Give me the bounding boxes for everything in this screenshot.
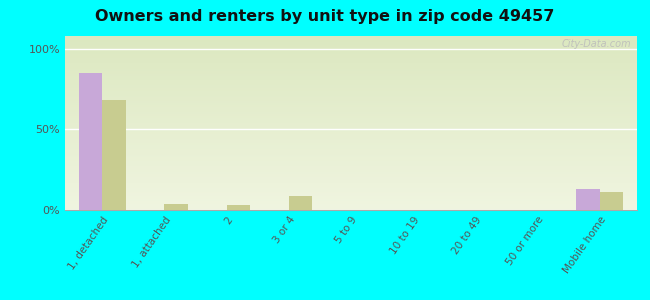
Bar	[164, 204, 188, 210]
Bar	[227, 205, 250, 210]
Text: Owners and renters by unit type in zip code 49457: Owners and renters by unit type in zip c…	[96, 9, 554, 24]
Bar	[289, 196, 313, 210]
Bar	[79, 73, 102, 210]
Text: City-Data.com: City-Data.com	[562, 40, 631, 50]
Bar	[600, 192, 623, 210]
Bar	[102, 100, 126, 210]
Bar	[576, 189, 600, 210]
